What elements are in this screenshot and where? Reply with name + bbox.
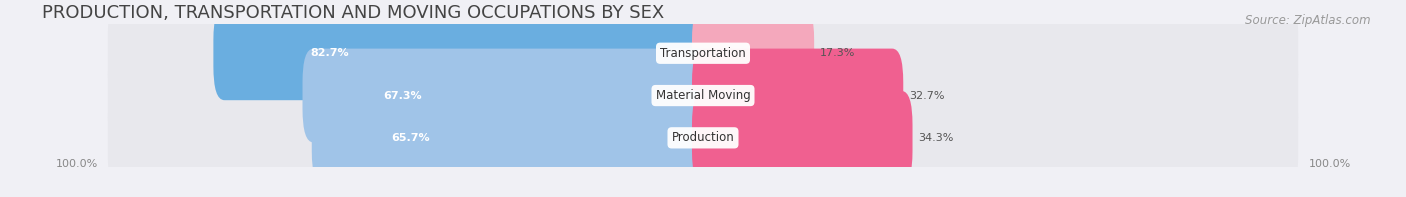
FancyBboxPatch shape (108, 0, 1298, 119)
Text: 65.7%: 65.7% (391, 133, 430, 143)
FancyBboxPatch shape (692, 49, 903, 142)
Text: Transportation: Transportation (661, 47, 745, 60)
FancyBboxPatch shape (108, 30, 1298, 161)
FancyBboxPatch shape (692, 6, 814, 100)
Text: Source: ZipAtlas.com: Source: ZipAtlas.com (1246, 14, 1371, 27)
Text: 67.3%: 67.3% (384, 91, 422, 100)
Text: PRODUCTION, TRANSPORTATION AND MOVING OCCUPATIONS BY SEX: PRODUCTION, TRANSPORTATION AND MOVING OC… (42, 4, 664, 21)
FancyBboxPatch shape (214, 6, 714, 100)
Text: 32.7%: 32.7% (908, 91, 945, 100)
FancyBboxPatch shape (302, 49, 714, 142)
Text: Material Moving: Material Moving (655, 89, 751, 102)
Text: 100.0%: 100.0% (1309, 159, 1351, 169)
Text: 82.7%: 82.7% (311, 48, 349, 58)
Text: Production: Production (672, 131, 734, 144)
Text: 100.0%: 100.0% (55, 159, 97, 169)
Text: 17.3%: 17.3% (820, 48, 855, 58)
FancyBboxPatch shape (692, 91, 912, 185)
FancyBboxPatch shape (108, 72, 1298, 197)
FancyBboxPatch shape (312, 91, 714, 185)
Text: 34.3%: 34.3% (918, 133, 953, 143)
